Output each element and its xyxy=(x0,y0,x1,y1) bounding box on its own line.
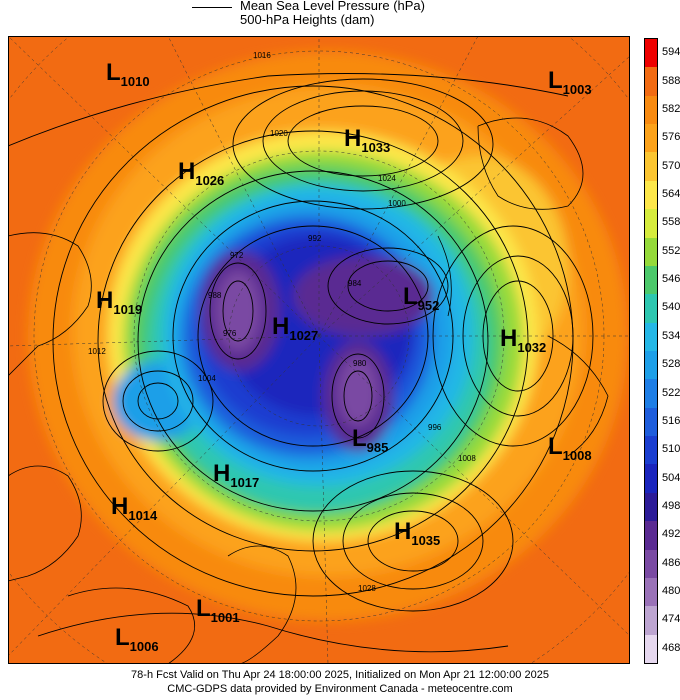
colorbar-swatch xyxy=(645,436,657,465)
pressure-center: H1033 xyxy=(344,125,390,155)
isobar-label: 1004 xyxy=(198,374,216,383)
mslp-legend-label: Mean Sea Level Pressure (hPa) xyxy=(240,0,425,13)
colorbar-tick-label: 546 xyxy=(662,273,680,286)
colorbar-swatch xyxy=(645,265,657,295)
colorbar-swatch xyxy=(645,549,657,579)
map-legend: Mean Sea Level Pressure (hPa) 500-hPa He… xyxy=(0,0,680,36)
isobar-label: 992 xyxy=(308,234,322,243)
isobar-labels: 1016 1020 1024 1028 1004 1000 1008 1012 … xyxy=(88,51,476,593)
colorbar-tick-label: 540 xyxy=(662,301,680,314)
map-frame xyxy=(8,36,630,664)
colorbar-swatch xyxy=(645,67,657,97)
isobar-label: 996 xyxy=(428,423,442,432)
colorbar-swatch xyxy=(645,124,657,153)
colorbar-swatch xyxy=(645,152,657,182)
pressure-centers: L1010 L1003 H1033 H1026 H1019 H1027 L952… xyxy=(96,59,592,654)
isobar-label: 984 xyxy=(348,279,362,288)
height-field-shading xyxy=(28,51,628,621)
heights-legend-label: 500-hPa Heights (dam) xyxy=(240,12,375,27)
map-footer: 78-h Fcst Valid on Thu Apr 24 18:00:00 2… xyxy=(0,668,680,696)
colorbar-tick-label: 534 xyxy=(662,329,680,342)
colorbar-tick-label: 486 xyxy=(662,556,680,569)
colorbar-tick-label: 564 xyxy=(662,188,680,200)
isobar-label: 1024 xyxy=(378,174,396,183)
coastlines xyxy=(8,117,609,664)
colorbar-tick-label: 468 xyxy=(662,641,680,654)
colorbar-tick-label: 504 xyxy=(662,471,680,484)
colorbar-swatch xyxy=(645,379,657,409)
isobar-label: 1012 xyxy=(88,347,106,356)
pressure-center: H1017 xyxy=(213,460,259,490)
colorbar-tick-label: 576 xyxy=(662,131,680,144)
isobar-label: 1000 xyxy=(388,199,406,208)
colorbar-tick-label: 528 xyxy=(662,358,680,371)
pressure-center: L1001 xyxy=(196,595,240,625)
colorbar-swatch xyxy=(645,39,657,68)
isobar-line-sample xyxy=(192,7,232,8)
colorbar-tick-label: 558 xyxy=(662,216,680,229)
colorbar-swatch xyxy=(645,95,657,125)
colorbar-tick-label: 522 xyxy=(662,386,680,399)
colorbar-tick-label: 552 xyxy=(662,244,680,257)
isobar-label: 1016 xyxy=(253,51,271,60)
colorbar-tick-label: 480 xyxy=(662,585,680,598)
data-credit-text: CMC-GDPS data provided by Environment Ca… xyxy=(167,683,513,695)
colorbar-swatch xyxy=(645,606,657,636)
pressure-center: L1003 xyxy=(548,67,592,97)
colorbar-tick-label: 474 xyxy=(662,613,680,626)
forecast-valid-text: 78-h Fcst Valid on Thu Apr 24 18:00:00 2… xyxy=(131,669,549,681)
colorbar-tick-label: 588 xyxy=(662,74,680,87)
colorbar-tick-label: 582 xyxy=(662,102,680,115)
pressure-center: H1019 xyxy=(96,287,142,317)
colorbar-swatch xyxy=(645,237,657,267)
isobars xyxy=(8,73,594,653)
colorbar-swatch xyxy=(645,322,657,352)
pressure-center: L952 xyxy=(403,283,439,313)
pressure-center: H1026 xyxy=(178,158,224,188)
pressure-center: L985 xyxy=(352,425,388,455)
isobar-label: 980 xyxy=(353,359,367,368)
pressure-center: L1010 xyxy=(106,59,150,89)
isobar-label: 1028 xyxy=(358,584,376,593)
isobar-label: 1020 xyxy=(270,129,288,138)
colorbar-swatch xyxy=(645,294,657,324)
isobar-label: 976 xyxy=(223,329,237,338)
pressure-center: L1006 xyxy=(115,624,159,654)
pressure-center: H1014 xyxy=(111,493,158,523)
weather-map: 1016 1020 1024 1028 1004 1000 1008 1012 … xyxy=(8,36,630,664)
pressure-center: H1032 xyxy=(500,325,546,355)
colorbar-tick-label: 516 xyxy=(662,414,680,427)
colorbar-swatch xyxy=(645,634,657,664)
colorbar-tick-label: 510 xyxy=(662,443,680,456)
pressure-center: L1008 xyxy=(548,433,592,463)
colorbar-tick-label: 498 xyxy=(662,500,680,512)
colorbar-tick-label: 594 xyxy=(662,46,680,59)
pressure-center: H1035 xyxy=(394,518,440,548)
colorbar-tick-label: 492 xyxy=(662,528,680,541)
isobar-label: 1008 xyxy=(458,454,476,463)
colorbar-swatch xyxy=(645,521,657,551)
isobar-label: 988 xyxy=(208,291,222,300)
pressure-center: H1027 xyxy=(272,313,318,343)
isobar-label: 972 xyxy=(230,251,244,260)
colorbar-swatch xyxy=(645,351,657,380)
colorbar-swatch xyxy=(645,209,657,239)
colorbar-tick-label: 570 xyxy=(662,159,680,172)
colorbar-swatch xyxy=(645,577,657,607)
colorbar-swatch xyxy=(645,407,657,437)
height-colorbar xyxy=(644,38,658,664)
colorbar-swatch xyxy=(645,492,657,522)
colorbar-swatch xyxy=(645,464,657,494)
colorbar-swatch xyxy=(645,180,657,210)
